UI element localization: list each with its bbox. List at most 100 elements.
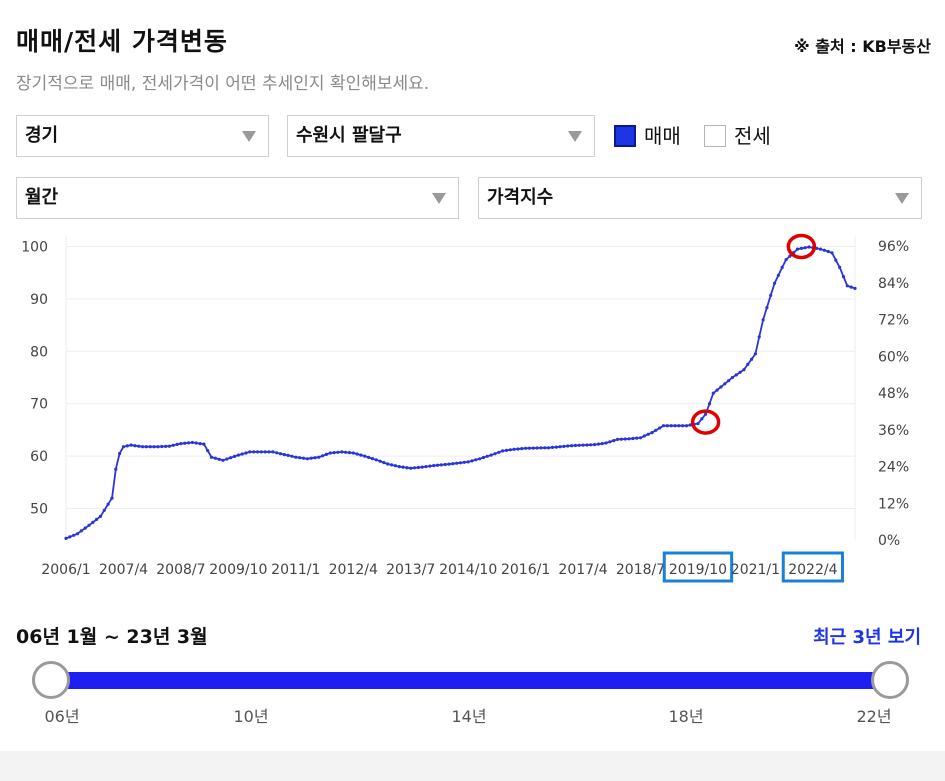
- sale-data-point: [727, 379, 731, 383]
- x-axis: 2006/1 2007/4 2008/7 2009/10 2011/1 2012/4 201…: [41, 551, 844, 583]
- sale-data-point: [95, 517, 99, 521]
- sale-data-point: [129, 443, 133, 447]
- sale-data-point: [393, 464, 397, 468]
- sale-data-point: [761, 318, 765, 322]
- sale-data-point: [550, 445, 555, 449]
- region-select[interactable]: 경기: [16, 115, 269, 157]
- sale-data-point: [619, 437, 624, 441]
- sale-data-point: [704, 412, 708, 416]
- sale-data-point: [328, 451, 332, 455]
- sale-data-point: [612, 439, 616, 443]
- sale-data-point: [638, 436, 643, 440]
- sale-data-point: [696, 422, 700, 426]
- sale-data-point: [148, 445, 152, 449]
- jeonse-checkbox-label: 전세: [734, 124, 771, 148]
- sale-data-point: [562, 444, 566, 448]
- sale-data-point: [489, 453, 493, 457]
- sale-data-point: [478, 457, 482, 461]
- x-tick-label: 2009/10: [209, 562, 267, 578]
- sale-data-point: [217, 457, 221, 461]
- x-tick-label: 2012/4: [329, 562, 378, 578]
- y-tick-label: 70: [30, 397, 48, 413]
- range-slider-start-handle[interactable]: [32, 661, 70, 699]
- sale-checkbox-label: 매매: [644, 124, 681, 148]
- sale-data-point: [604, 441, 608, 445]
- sale-data-point: [443, 462, 447, 467]
- page-subtitle: 장기적으로 매매, 전세가격이 어떤 추세인지 확인해보세요.: [16, 74, 430, 94]
- sale-data-point: [355, 452, 359, 456]
- sale-data-point: [845, 284, 849, 288]
- sale-data-point: [248, 450, 252, 454]
- sale-data-point: [91, 520, 95, 524]
- sale-data-point: [673, 424, 677, 428]
- jeonse-checkbox[interactable]: 전세: [704, 122, 771, 150]
- y-axis-left: 100 90 80 70 60 50: [21, 239, 48, 517]
- y-tick-label: 100: [21, 239, 48, 255]
- sale-data-point: [332, 451, 336, 455]
- sale-data-point: [462, 460, 466, 464]
- sale-data-point: [650, 431, 654, 435]
- y2-tick-label: 48%: [878, 386, 909, 402]
- sale-data-point: [788, 254, 792, 258]
- sale-data-point: [608, 440, 612, 444]
- y-tick-label: 50: [30, 502, 48, 518]
- sale-data-point: [439, 463, 443, 467]
- sale-data-point: [773, 281, 777, 285]
- range-slider-track[interactable]: [50, 672, 890, 689]
- sale-data-point: [64, 536, 68, 540]
- sale-data-point: [554, 445, 558, 449]
- sale-data-point: [160, 444, 164, 449]
- checkbox-checked-icon: [614, 125, 636, 147]
- x-tick-label: 2016/1: [501, 562, 550, 578]
- recent-3-years-button[interactable]: 최근 3년 보기: [813, 627, 921, 648]
- x-tick-label: 2011/1: [271, 562, 320, 578]
- sale-data-point: [240, 452, 244, 456]
- district-select[interactable]: 수원시 팔달구: [287, 115, 595, 157]
- sale-data-point: [198, 442, 202, 446]
- sale-data-point: [144, 445, 148, 449]
- x-tick-highlight-box: [662, 551, 734, 583]
- sale-data-point: [232, 454, 237, 458]
- x-tick-label: 2008/7: [156, 562, 205, 578]
- sale-data-point: [412, 466, 417, 470]
- sale-data-point: [838, 265, 842, 269]
- sale-data-point: [795, 247, 800, 251]
- period-select[interactable]: 월간: [16, 177, 459, 219]
- sale-data-point: [294, 455, 298, 459]
- sale-data-point: [447, 462, 451, 466]
- x-tick-label: 2017/4: [558, 562, 607, 578]
- sale-data-point: [121, 445, 126, 449]
- sale-data-point: [405, 466, 409, 470]
- x-tick-label: 2019/10: [669, 562, 727, 578]
- chevron-down-icon: [432, 193, 446, 204]
- y2-tick-label: 72%: [878, 313, 909, 329]
- sale-data-point: [543, 446, 547, 450]
- sale-data-point: [236, 453, 240, 457]
- sale-data-point: [259, 450, 263, 454]
- sale-data-point: [776, 273, 781, 277]
- range-slider-end-handle[interactable]: [871, 661, 909, 699]
- sale-data-point: [455, 461, 459, 465]
- sale-data-point: [734, 373, 738, 377]
- sale-data-point: [669, 424, 673, 428]
- metric-select[interactable]: 가격지수: [478, 177, 922, 219]
- sale-data-point: [753, 352, 758, 356]
- sale-data-point: [313, 456, 317, 460]
- sale-data-point: [409, 466, 413, 470]
- sale-data-point: [573, 443, 578, 448]
- sale-data-point: [225, 457, 229, 461]
- sale-data-point: [566, 444, 570, 448]
- y-axis-right: 96% 84% 72% 60% 48% 36% 24% 12% 0%: [878, 239, 909, 549]
- sale-data-point: [516, 447, 520, 451]
- y2-tick-label: 60%: [878, 349, 909, 365]
- slider-tick-label: 18년: [668, 707, 704, 726]
- sale-data-point: [558, 445, 562, 449]
- sale-data-point: [665, 424, 669, 428]
- x-tick-label: 2018/7: [616, 562, 665, 578]
- sale-data-point: [593, 443, 597, 447]
- sale-checkbox[interactable]: 매매: [614, 122, 681, 150]
- sale-data-point: [386, 462, 390, 466]
- sale-data-point: [244, 451, 248, 455]
- sale-data-point: [263, 450, 267, 454]
- sale-data-point: [470, 459, 474, 463]
